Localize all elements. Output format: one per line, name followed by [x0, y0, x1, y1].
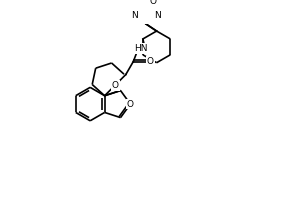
Text: O: O [112, 81, 119, 90]
Text: O: O [150, 0, 157, 6]
Text: HN: HN [134, 44, 148, 53]
Text: O: O [147, 57, 154, 66]
Text: N: N [154, 11, 161, 20]
Text: O: O [127, 100, 134, 109]
Text: N: N [131, 11, 138, 20]
